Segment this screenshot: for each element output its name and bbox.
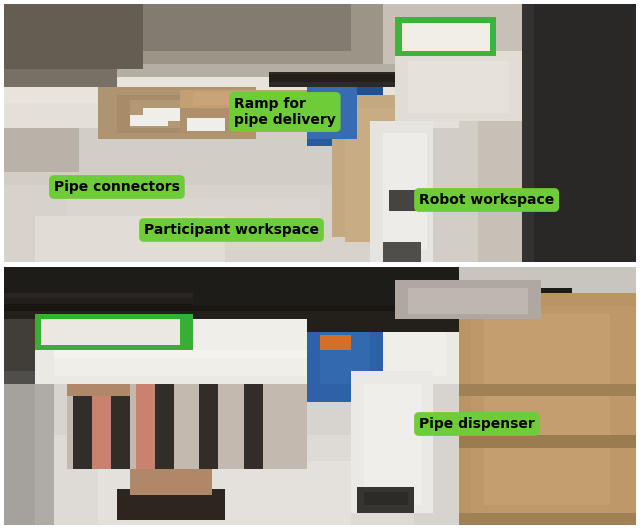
Text: Participant workspace: Participant workspace [144,223,319,237]
Text: Robot workspace: Robot workspace [419,193,554,207]
Text: Pipe connectors: Pipe connectors [54,180,180,194]
Text: Pipe dispenser: Pipe dispenser [419,417,535,431]
Text: Ramp for
pipe delivery: Ramp for pipe delivery [234,97,336,127]
